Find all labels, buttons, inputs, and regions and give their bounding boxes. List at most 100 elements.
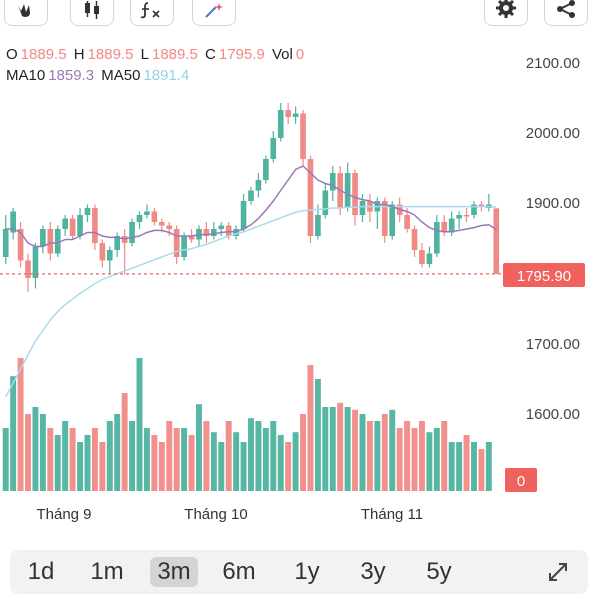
- magic-wand-icon: [202, 1, 226, 19]
- ohlc-legend: O 1889.5 H 1889.5 L 1889.5 C 1795.9 Vol 0 MA1…: [6, 44, 307, 86]
- chart-type-button[interactable]: [70, 0, 114, 26]
- volume-bar: [84, 435, 91, 491]
- candle-body: [17, 229, 24, 261]
- candle-body: [218, 225, 225, 229]
- volume-bar: [91, 428, 98, 491]
- volume-bar: [240, 442, 247, 491]
- candle-body: [478, 204, 485, 206]
- range-1m-button[interactable]: 1m: [90, 558, 124, 585]
- low-label: L: [140, 46, 149, 63]
- candle-body: [307, 159, 314, 236]
- volume-bar: [114, 414, 121, 491]
- volume-bar: [225, 421, 232, 491]
- toolbar: [0, 0, 600, 30]
- candle-body: [329, 173, 336, 191]
- last-price-badge: 1795.90: [503, 263, 585, 287]
- volume-bar: [314, 379, 321, 491]
- price-tick-1900: 1900.00: [526, 195, 580, 212]
- candle-body: [352, 173, 358, 215]
- ohlc-row: O 1889.5 H 1889.5 L 1889.5 C 1795.9 Vol 0: [6, 44, 307, 65]
- volume-bar: [456, 442, 463, 491]
- settings-button[interactable]: [484, 0, 528, 26]
- range-6m-button[interactable]: 6m: [222, 558, 256, 585]
- volume-bar: [344, 407, 351, 491]
- range-3m-button[interactable]: 3m: [150, 557, 198, 587]
- share-icon: [555, 0, 577, 19]
- candle-body: [493, 208, 500, 274]
- range-1d-button[interactable]: 1d: [27, 558, 55, 585]
- range-5y-button[interactable]: 5y: [426, 558, 452, 585]
- candle-body: [25, 260, 31, 278]
- candle-body: [62, 218, 69, 229]
- ma50-label: MA50: [101, 67, 141, 84]
- volume-bar: [10, 376, 17, 491]
- ma-row: MA10 1859.3 MA50 1891.4: [6, 65, 307, 86]
- volume-bar: [32, 407, 39, 491]
- volume-bar: [381, 414, 388, 491]
- volume-bar: [188, 435, 195, 491]
- volume-bar: [54, 435, 61, 491]
- volume-bar: [173, 428, 180, 491]
- volume-bar: [99, 442, 106, 491]
- draw-tool-button[interactable]: [4, 0, 48, 26]
- candle-body: [32, 246, 39, 278]
- candle-body: [181, 236, 187, 257]
- hand-draw-icon: [15, 3, 37, 19]
- ma50-line: [5, 205, 497, 398]
- candlestick-icon: [81, 1, 103, 19]
- volume-bar: [158, 442, 165, 491]
- time-tick-sep: Tháng 9: [36, 506, 91, 523]
- volume-layer: [2, 358, 492, 491]
- vol-value: 0: [295, 46, 305, 63]
- range-3y-button[interactable]: 3y: [360, 558, 386, 585]
- candle-body: [136, 215, 143, 222]
- candle-body: [166, 225, 173, 229]
- candle-body: [47, 229, 54, 254]
- volume-bar: [411, 428, 418, 491]
- volume-bar: [285, 442, 292, 491]
- volume-bar: [129, 421, 136, 491]
- candle-body: [448, 218, 455, 233]
- share-button[interactable]: [544, 0, 588, 26]
- candlestick-chart[interactable]: 2100.00 2000.00 1900.00 1700.00 1600.00 …: [0, 0, 600, 545]
- volume-bar: [151, 435, 158, 491]
- volume-bar: [463, 435, 470, 491]
- candle-body: [99, 243, 106, 261]
- volume-bar: [478, 449, 485, 491]
- high-label: H: [73, 46, 85, 63]
- volume-bar: [210, 432, 217, 491]
- volume-value: 0: [517, 473, 525, 490]
- ma10-value: 1859.3: [48, 67, 95, 84]
- ma10-line: [5, 165, 497, 248]
- candle-body: [225, 225, 232, 236]
- candle-body: [419, 250, 425, 264]
- candle-body: [300, 113, 306, 159]
- candle-body: [277, 110, 284, 138]
- volume-bar: [248, 418, 254, 491]
- expand-icon[interactable]: [546, 560, 570, 589]
- high-value: 1889.5: [87, 46, 134, 63]
- volume-bar: [292, 432, 299, 491]
- candle-body: [106, 250, 113, 261]
- candle-body: [158, 222, 165, 226]
- candle-body: [426, 253, 433, 264]
- volume-bar: [203, 421, 210, 491]
- price-tick-2100: 2100.00: [526, 55, 580, 72]
- last-price-value: 1795.90: [517, 268, 571, 285]
- indicators-button[interactable]: [130, 0, 174, 26]
- volume-bar: [255, 421, 262, 491]
- candle-body: [441, 222, 448, 233]
- volume-bar: [136, 358, 143, 491]
- range-1y-button[interactable]: 1y: [294, 558, 320, 585]
- volume-bar: [277, 435, 284, 491]
- candle-body: [40, 229, 46, 247]
- volume-bar: [143, 428, 150, 491]
- ma10-label: MA10: [6, 67, 46, 84]
- open-label: O: [6, 46, 18, 63]
- time-tick-nov: Tháng 11: [361, 506, 423, 523]
- candle-body: [92, 208, 98, 243]
- volume-bar: [25, 414, 31, 491]
- candle-body: [463, 215, 470, 217]
- drawing-tools-button[interactable]: [192, 0, 236, 26]
- candle-body: [240, 201, 247, 229]
